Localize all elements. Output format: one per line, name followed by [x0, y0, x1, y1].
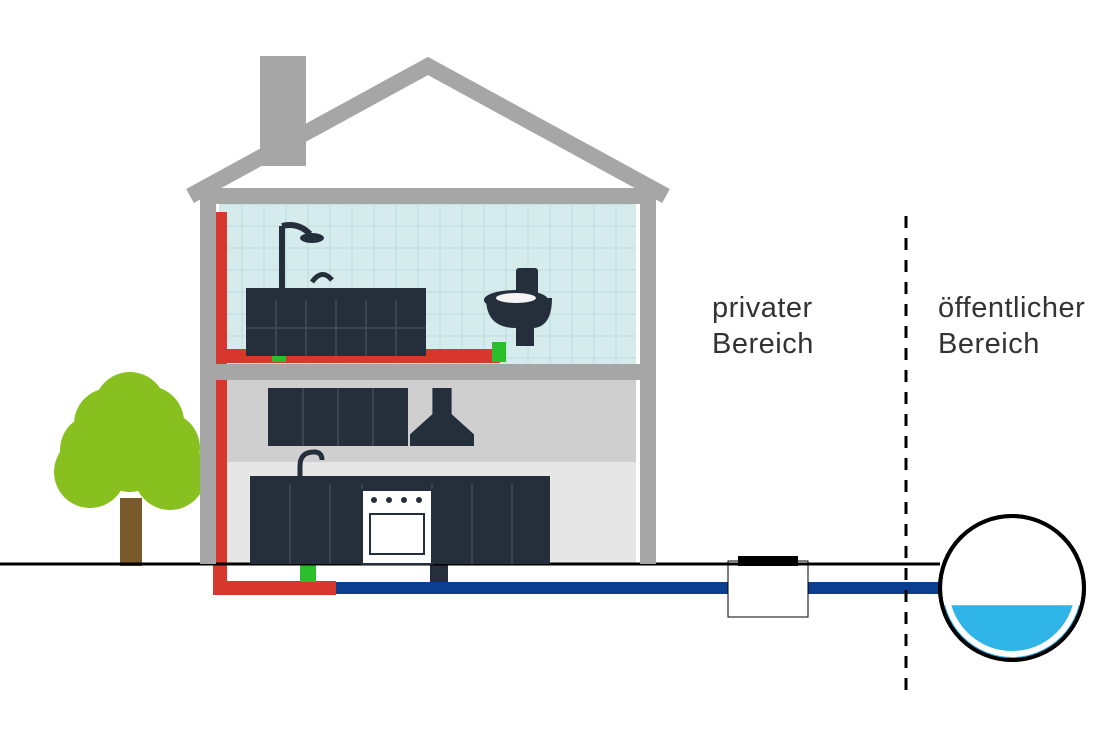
lower-cabinets	[250, 476, 550, 564]
house-drainage-diagram	[0, 0, 1112, 746]
label-private-line2: Bereich	[712, 326, 814, 362]
tree-icon	[54, 372, 206, 566]
label-public-line1: öffentlicher	[938, 290, 1085, 326]
label-public: öffentlicher Bereich	[938, 290, 1085, 363]
label-private-line1: privater	[712, 290, 814, 326]
public-sewer-main	[940, 516, 1084, 660]
fixture-drain	[492, 342, 506, 362]
label-private: privater Bereich	[712, 290, 814, 363]
label-public-line2: Bereich	[938, 326, 1085, 362]
upper-cabinets	[268, 388, 408, 446]
inspection-chamber	[728, 561, 808, 617]
